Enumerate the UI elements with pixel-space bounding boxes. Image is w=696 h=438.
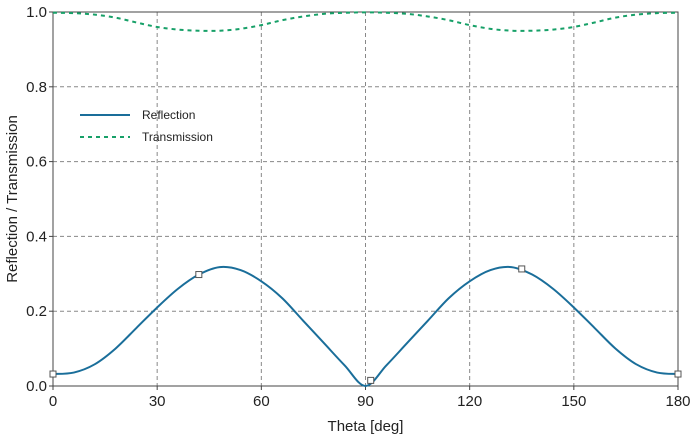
x-tick-label: 150 <box>561 393 586 410</box>
series-marker-reflection <box>367 376 375 384</box>
series-line-reflection <box>52 265 679 388</box>
x-tick-label: 30 <box>149 393 166 410</box>
y-tick-label: 0.6 <box>26 154 47 171</box>
x-tick-label: 120 <box>457 393 482 410</box>
y-tick-label: 0.0 <box>26 378 47 395</box>
y-tick-label: 0.8 <box>26 79 47 96</box>
legend: Reflection Transmission <box>80 108 213 144</box>
series-line-transmission <box>52 11 679 32</box>
series-marker-reflection <box>49 370 57 378</box>
legend-label-transmission: Transmission <box>142 130 213 144</box>
x-axis-ticks: 0 30 60 90 120 150 180 <box>49 386 691 410</box>
y-tick-label: 0.2 <box>26 303 47 320</box>
legend-label-reflection: Reflection <box>142 108 195 122</box>
x-axis-title: Theta [deg] <box>328 418 404 435</box>
y-axis-ticks: 0.0 0.2 0.4 0.6 0.8 1.0 <box>26 4 53 395</box>
y-tick-label: 1.0 <box>26 4 47 21</box>
x-tick-label: 180 <box>665 393 690 410</box>
y-axis-title: Reflection / Transmission <box>4 115 21 283</box>
y-tick-label: 0.4 <box>26 228 47 245</box>
series-layer <box>49 11 682 388</box>
x-tick-label: 0 <box>49 393 57 410</box>
series-marker-reflection <box>518 265 526 273</box>
series-marker-reflection <box>195 271 203 279</box>
x-tick-label: 60 <box>253 393 270 410</box>
x-tick-label: 90 <box>357 393 374 410</box>
grid-lines <box>53 12 678 386</box>
series-marker-reflection <box>674 370 682 378</box>
